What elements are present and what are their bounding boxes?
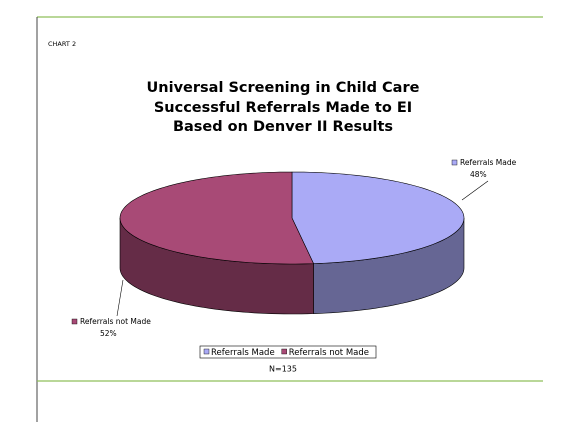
leader-line [116, 279, 124, 317]
slice [291, 171, 465, 264]
slice [119, 171, 315, 265]
value-label: 52% [100, 329, 117, 338]
legend: Referrals Made Referrals not Made [199, 345, 377, 359]
annotation: N=135 [269, 365, 297, 374]
legend-swatch [203, 348, 210, 355]
chart-title: Successful Referrals Made to EI [154, 100, 412, 116]
chart-title: Universal Screening in Child Care [147, 80, 420, 96]
leader-line [461, 180, 489, 201]
legend-label: Referrals Made [211, 348, 275, 358]
legend-swatch [281, 348, 287, 355]
label-swatch [71, 318, 78, 325]
slice-label: Referrals not Made [80, 317, 151, 326]
legend-box [199, 345, 377, 359]
label-swatch [451, 159, 458, 166]
value-label: 48% [470, 170, 487, 179]
chart-title: Based on Denver II Results [173, 119, 393, 135]
legend-label: Referrals not Made [289, 348, 369, 358]
chart-label: CHART 2 [48, 40, 76, 48]
slice-label: Referrals Made [460, 158, 517, 167]
